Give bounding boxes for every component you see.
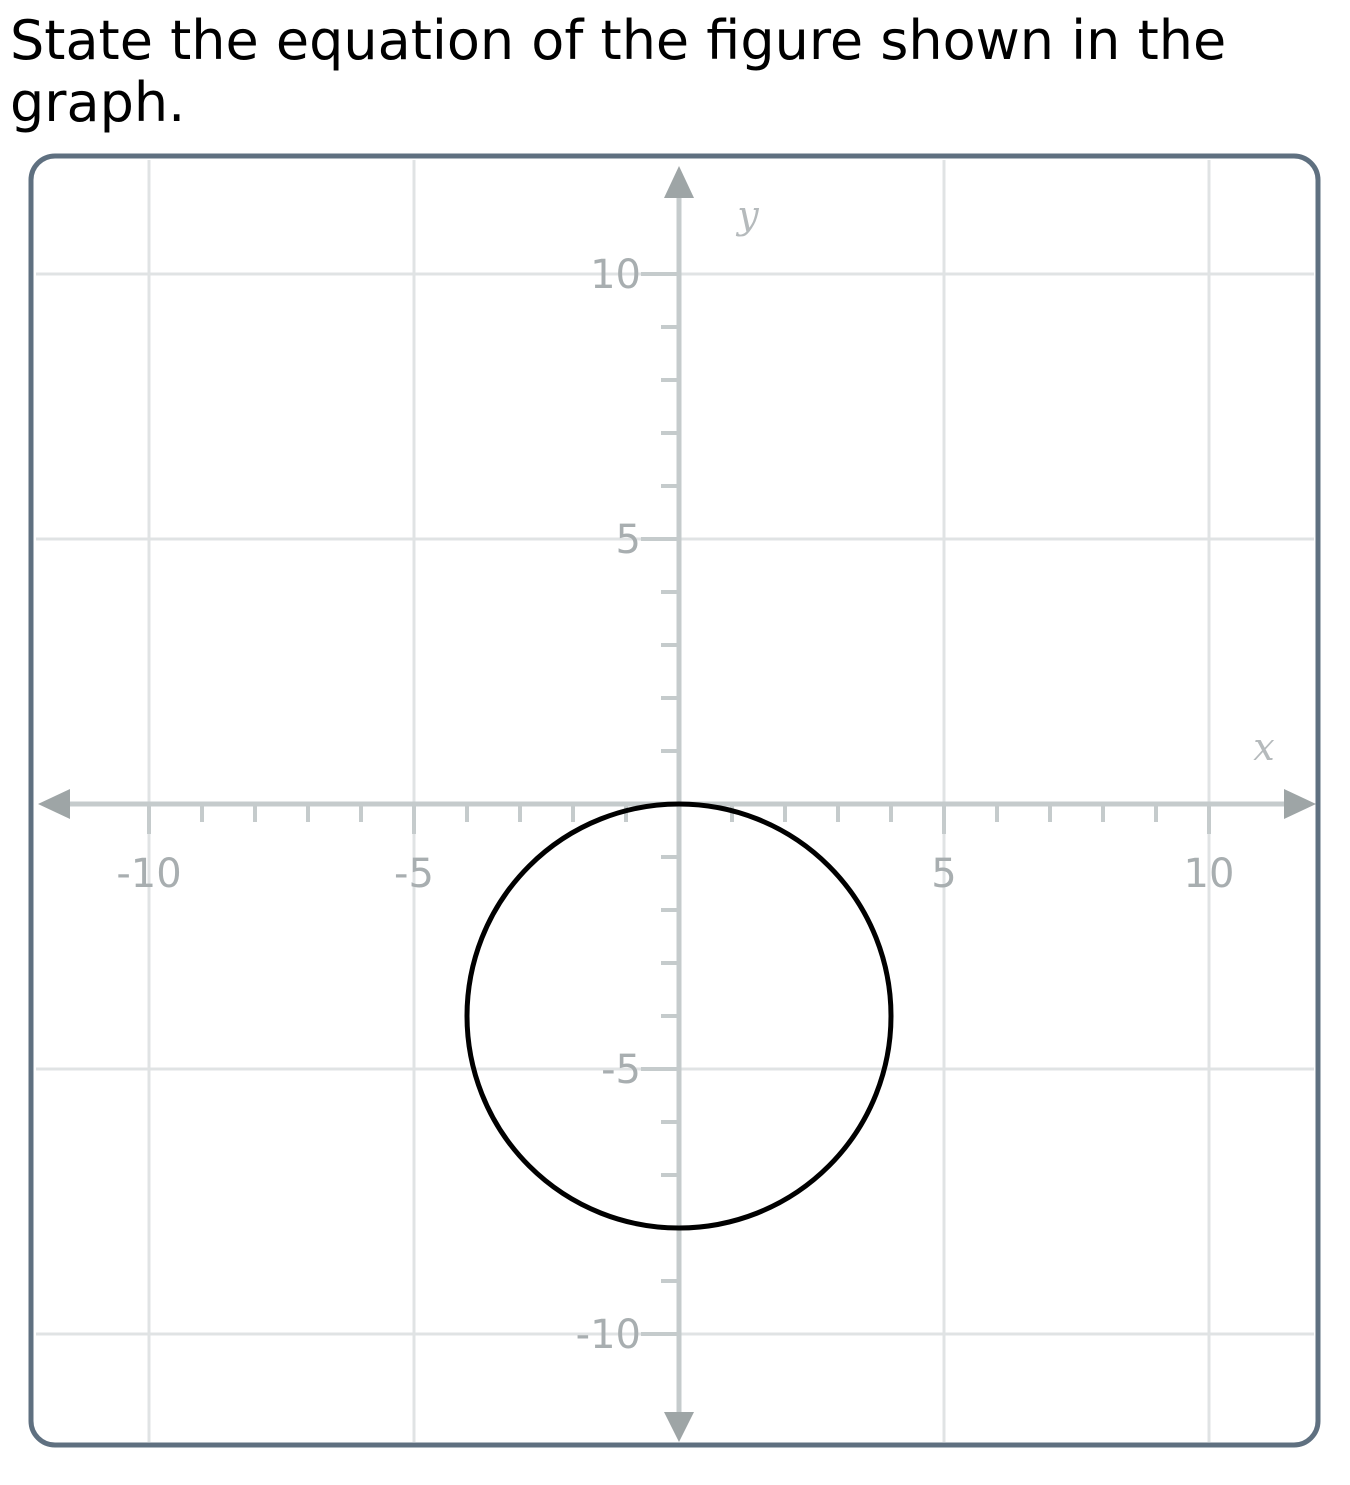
x-tick-label: 5: [931, 851, 956, 897]
graph-frame: [28, 153, 1321, 1448]
grid-lines: [36, 160, 1314, 1442]
y-tick-label: -5: [601, 1047, 641, 1093]
y-tick-label: 5: [616, 517, 641, 563]
y-axis-down-arrow-icon: [664, 1412, 694, 1442]
question-text: State the equation of the figure shown i…: [10, 9, 1227, 134]
circle-figure: [464, 801, 894, 1231]
x-axis-label: x: [1253, 725, 1274, 769]
x-tick-label: -5: [394, 851, 434, 897]
x-tick-label: -10: [116, 851, 181, 897]
y-tick-label: 10: [590, 252, 641, 298]
x-axis-left-arrow-icon: [38, 789, 70, 819]
x-tick-label: 10: [1184, 851, 1235, 897]
x-axis-right-arrow-icon: [1284, 789, 1316, 819]
y-axis-up-arrow-icon: [664, 166, 694, 198]
tick-labels: -10 -5 5 10 10 5 -5 -10 x y: [116, 193, 1274, 1358]
figure-layer: [464, 801, 894, 1231]
y-axis-label: y: [735, 193, 759, 237]
y-tick-label: -10: [576, 1312, 641, 1358]
